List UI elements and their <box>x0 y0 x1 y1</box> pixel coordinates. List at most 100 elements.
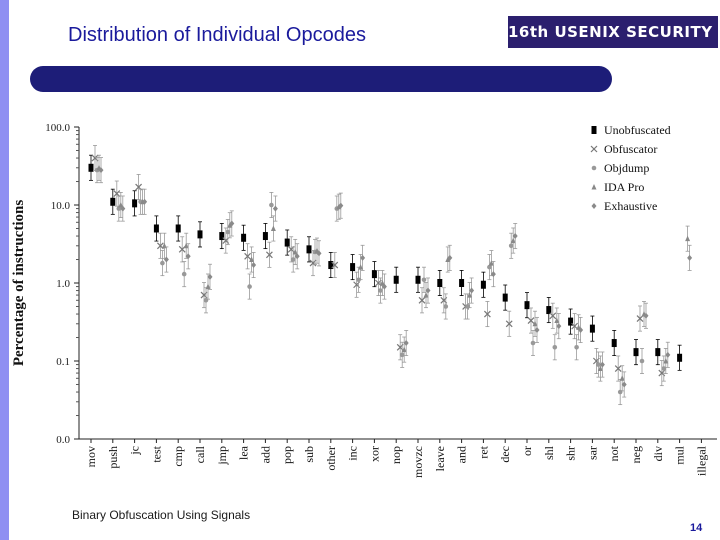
data-point-obfuscator-stroke <box>483 310 491 318</box>
data-point-ida-pro <box>205 283 211 290</box>
data-point-obfuscator <box>418 296 426 304</box>
data-point-unobfuscated <box>219 232 225 241</box>
data-point-ida-pro <box>619 375 625 381</box>
data-point-obfuscator-stroke <box>113 190 121 198</box>
data-point-obfuscator <box>527 317 535 324</box>
data-point-exhaustive <box>469 287 475 294</box>
data-point-obfuscator-stroke <box>265 251 273 259</box>
data-point-unobfuscated <box>197 230 203 239</box>
x-category-label: and <box>455 446 469 463</box>
y-tick-label: 0.0 <box>56 434 70 446</box>
left-accent-band <box>0 0 9 540</box>
data-point-exhaustive <box>98 167 104 174</box>
data-point-unobfuscated <box>415 275 421 284</box>
data-point-objdump <box>225 229 231 235</box>
data-point-ida-pro <box>423 292 429 298</box>
data-point-ida-pro <box>591 184 597 190</box>
data-point-ida-pro <box>379 280 385 286</box>
x-category-label: other <box>324 446 338 471</box>
data-point-obfuscator-stroke <box>505 320 513 328</box>
x-category-label: ret <box>476 445 490 458</box>
data-point-unobfuscated <box>175 224 181 233</box>
data-point-exhaustive <box>251 262 257 269</box>
data-point-objdump <box>639 358 645 364</box>
data-point-ida-pro <box>249 256 255 263</box>
x-category-label: div <box>651 446 665 461</box>
x-category-label: add <box>258 446 272 463</box>
data-point-exhaustive <box>578 326 584 333</box>
data-point-unobfuscated <box>480 280 486 289</box>
data-point-exhaustive <box>207 273 213 280</box>
x-category-label: dec <box>498 446 512 463</box>
x-category-label: mov <box>84 446 98 467</box>
slide-title: Distribution of Individual Opcodes <box>68 24 366 46</box>
x-category-label: mul <box>673 445 687 464</box>
data-point-obfuscator-stroke <box>636 315 644 322</box>
data-point-objdump <box>247 284 252 289</box>
x-category-label: call <box>193 445 207 463</box>
data-point-ida-pro <box>532 320 538 327</box>
data-point-exhaustive <box>163 256 169 263</box>
conference-logo: 16th USENIX SECURITY SYMPOSIUM <box>508 16 718 48</box>
data-point-unobfuscated <box>371 270 377 279</box>
y-tick-label: 10.0 <box>51 200 71 212</box>
x-category-label: shl <box>542 445 556 460</box>
data-point-obfuscator-stroke <box>614 365 622 372</box>
legend-label: IDA Pro <box>604 180 644 194</box>
data-point-unobfuscated <box>502 293 508 302</box>
data-point-unobfuscated <box>393 275 399 284</box>
data-point-obfuscator <box>590 145 598 153</box>
data-point-ida-pro <box>358 264 364 270</box>
x-category-label: neg <box>629 446 643 463</box>
data-point-exhaustive <box>272 205 278 212</box>
legend-label: Obfuscator <box>604 142 657 156</box>
y-tick-label: 100.0 <box>45 122 70 134</box>
data-point-ida-pro <box>685 235 691 242</box>
data-point-ida-pro <box>118 202 124 208</box>
data-point-objdump <box>399 352 405 358</box>
data-point-unobfuscated <box>328 261 334 270</box>
data-point-unobfuscated <box>306 245 312 254</box>
data-point-objdump <box>530 340 536 346</box>
data-point-exhaustive <box>294 253 300 260</box>
data-point-exhaustive <box>512 233 518 240</box>
data-point-ida-pro <box>663 358 669 364</box>
data-point-unobfuscated <box>524 301 530 310</box>
legend-label: Exhaustive <box>604 199 657 213</box>
data-point-objdump <box>181 271 187 277</box>
data-point-objdump <box>591 165 597 171</box>
page-number: 14 <box>690 522 703 534</box>
data-point-obfuscator <box>636 315 644 322</box>
data-point-obfuscator-stroke <box>527 317 535 324</box>
data-point-ida-pro <box>597 365 603 372</box>
data-point-obfuscator-stroke <box>156 242 164 250</box>
data-point-ida-pro <box>401 346 407 353</box>
data-point-obfuscator <box>265 251 273 259</box>
data-point-objdump <box>290 257 296 262</box>
data-point-unobfuscated <box>110 197 116 206</box>
data-point-unobfuscated <box>633 348 639 357</box>
data-point-unobfuscated <box>437 279 443 287</box>
data-point-objdump <box>487 264 492 270</box>
data-point-exhaustive <box>621 381 627 388</box>
data-point-unobfuscated <box>546 306 552 315</box>
x-category-label: test <box>149 445 163 462</box>
data-point-exhaustive <box>316 250 322 257</box>
x-category-label: illegal <box>694 445 708 476</box>
data-point-exhaustive <box>490 271 496 278</box>
x-category-label: push <box>106 446 120 469</box>
data-point-ida-pro <box>227 222 233 228</box>
data-point-ida-pro <box>445 256 451 263</box>
title-bar <box>30 66 612 92</box>
data-point-ida-pro <box>336 203 342 210</box>
data-point-unobfuscated <box>88 163 94 172</box>
x-category-label: cmp <box>171 446 185 467</box>
data-point-obfuscator-stroke <box>590 145 598 153</box>
data-point-exhaustive <box>665 351 671 358</box>
data-point-objdump <box>552 344 558 350</box>
x-category-label: leave <box>433 446 447 471</box>
data-point-objdump <box>269 202 274 208</box>
data-point-exhaustive <box>185 253 191 260</box>
data-point-obfuscator-stroke <box>91 154 99 162</box>
x-category-label: movzc <box>411 446 425 478</box>
